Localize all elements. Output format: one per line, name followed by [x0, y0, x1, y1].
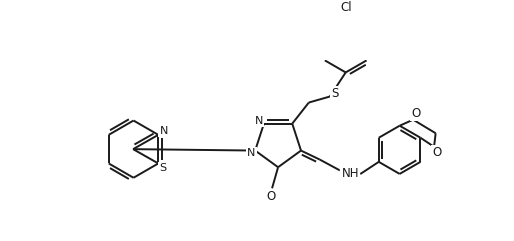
Text: N: N [247, 148, 255, 158]
Text: NH: NH [342, 167, 359, 181]
Text: Cl: Cl [340, 1, 352, 14]
Text: N: N [159, 126, 168, 136]
Text: O: O [266, 190, 275, 203]
Text: N: N [254, 116, 263, 126]
Text: O: O [412, 107, 421, 120]
Text: S: S [159, 163, 167, 173]
Text: S: S [332, 87, 339, 100]
Text: O: O [432, 146, 442, 159]
